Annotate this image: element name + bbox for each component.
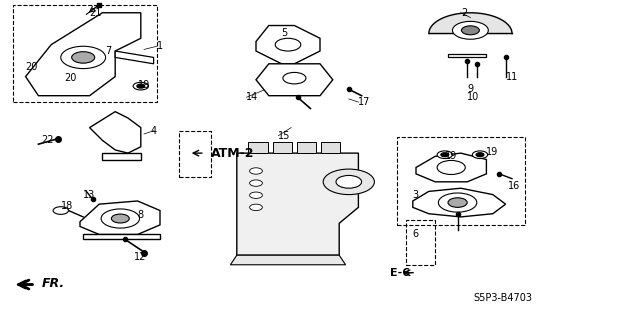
Polygon shape xyxy=(256,26,320,64)
Circle shape xyxy=(101,209,140,228)
Polygon shape xyxy=(448,54,486,57)
Text: 14: 14 xyxy=(246,92,259,102)
Text: 18: 18 xyxy=(61,201,73,211)
Text: 12: 12 xyxy=(134,252,147,262)
Circle shape xyxy=(275,38,301,51)
Polygon shape xyxy=(26,13,141,96)
Text: 11: 11 xyxy=(506,71,518,82)
Circle shape xyxy=(323,169,374,195)
Circle shape xyxy=(448,198,467,207)
Circle shape xyxy=(437,160,465,174)
Circle shape xyxy=(250,180,262,186)
Bar xyxy=(13,5,157,102)
Bar xyxy=(397,137,525,225)
Circle shape xyxy=(137,84,145,88)
Text: 1: 1 xyxy=(157,41,163,51)
Circle shape xyxy=(336,175,362,188)
Polygon shape xyxy=(80,201,160,234)
Circle shape xyxy=(250,168,262,174)
Bar xyxy=(248,142,268,153)
Circle shape xyxy=(111,214,129,223)
Bar xyxy=(406,220,435,265)
Text: E-6: E-6 xyxy=(390,268,410,278)
Circle shape xyxy=(250,192,262,198)
Text: ATM-2: ATM-2 xyxy=(211,147,255,160)
Text: 15: 15 xyxy=(278,130,291,141)
Text: S5P3-B4703: S5P3-B4703 xyxy=(474,293,532,303)
Circle shape xyxy=(72,52,95,63)
Circle shape xyxy=(461,26,479,35)
Bar xyxy=(273,142,292,153)
Text: FR.: FR. xyxy=(42,278,65,290)
Circle shape xyxy=(438,193,477,212)
Text: 4: 4 xyxy=(150,126,157,136)
Polygon shape xyxy=(102,153,141,160)
Polygon shape xyxy=(413,188,506,217)
Circle shape xyxy=(53,207,68,214)
Text: 13: 13 xyxy=(83,189,95,200)
Circle shape xyxy=(133,82,148,90)
Polygon shape xyxy=(256,64,333,96)
Bar xyxy=(179,131,211,177)
Text: 6: 6 xyxy=(413,229,419,240)
Circle shape xyxy=(283,72,306,84)
Circle shape xyxy=(476,153,484,157)
Text: 19: 19 xyxy=(486,146,499,157)
Bar xyxy=(321,142,340,153)
Circle shape xyxy=(61,46,106,69)
Text: 2: 2 xyxy=(461,8,467,18)
Bar xyxy=(297,142,316,153)
Text: 19: 19 xyxy=(445,151,457,161)
Polygon shape xyxy=(416,153,486,182)
Polygon shape xyxy=(83,234,160,239)
Polygon shape xyxy=(237,153,358,255)
Text: 17: 17 xyxy=(358,97,371,107)
Text: 21: 21 xyxy=(90,8,102,18)
Text: 5: 5 xyxy=(282,28,288,39)
Circle shape xyxy=(472,151,488,159)
Text: 10: 10 xyxy=(467,92,479,102)
Text: 16: 16 xyxy=(508,181,520,191)
Polygon shape xyxy=(115,51,154,64)
Circle shape xyxy=(441,153,449,157)
Circle shape xyxy=(250,204,262,211)
Text: 8: 8 xyxy=(138,210,144,220)
Text: 20: 20 xyxy=(26,62,38,72)
Polygon shape xyxy=(90,112,141,153)
Text: 3: 3 xyxy=(413,189,419,200)
Text: 22: 22 xyxy=(42,135,54,145)
Text: 7: 7 xyxy=(106,46,112,56)
Text: 20: 20 xyxy=(64,73,76,83)
Text: 19: 19 xyxy=(138,79,150,90)
Circle shape xyxy=(437,151,452,159)
Text: 9: 9 xyxy=(467,84,474,94)
Circle shape xyxy=(452,21,488,39)
Polygon shape xyxy=(230,255,346,265)
